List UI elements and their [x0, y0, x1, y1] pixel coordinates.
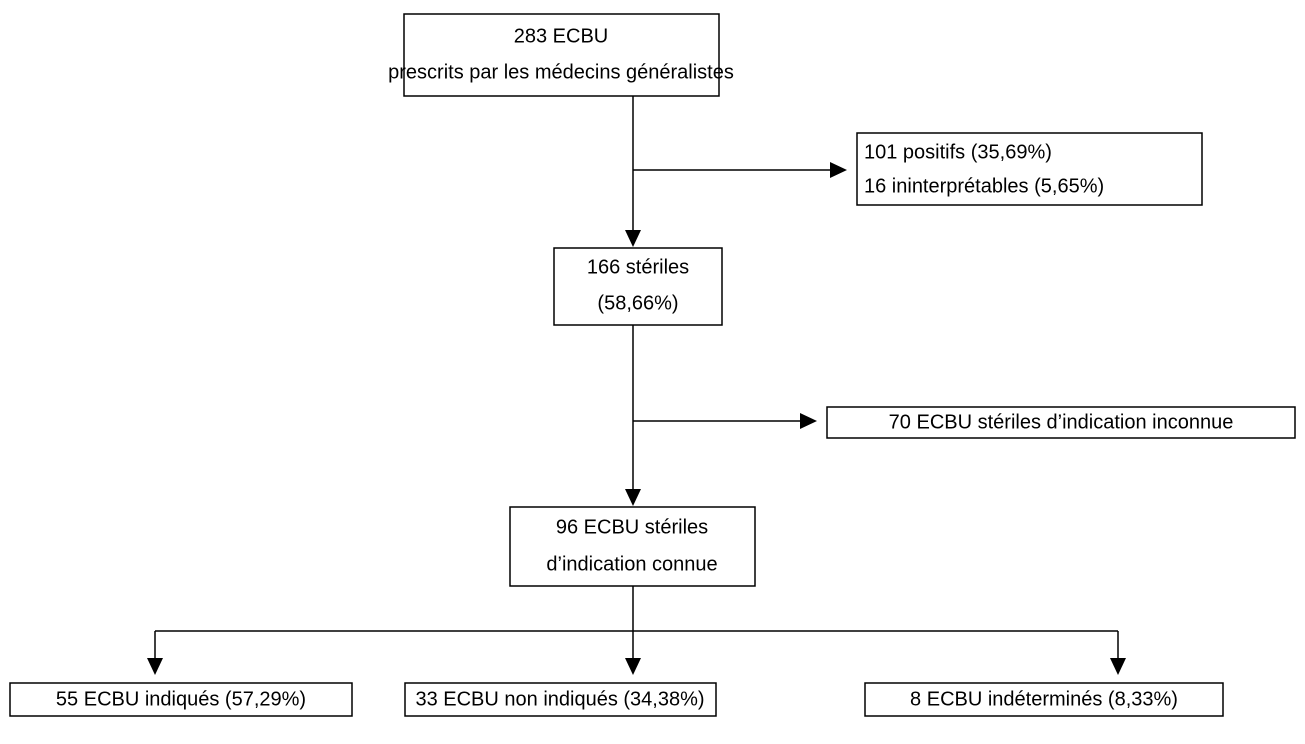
arrowhead	[625, 489, 641, 506]
node-box	[404, 682, 717, 717]
arrowhead	[147, 658, 163, 675]
node-box	[856, 132, 1203, 206]
arrowhead	[625, 658, 641, 675]
node-text: 283 ECBU	[514, 25, 609, 47]
node-text: 101 positifs (35,69%)	[864, 141, 1052, 163]
arrowhead	[800, 413, 817, 429]
node-text: 8 ECBU indéterminés (8,33%)	[910, 688, 1178, 710]
node-text: 55 ECBU indiqués (57,29%)	[56, 688, 306, 710]
node-box	[826, 406, 1296, 439]
node-text: 16 ininterprétables (5,65%)	[864, 175, 1104, 197]
node-text: 70 ECBU stériles d’indication inconnue	[889, 411, 1234, 433]
node-box	[553, 247, 723, 326]
node-box	[864, 682, 1224, 717]
node-text: 96 ECBU stériles	[556, 516, 708, 538]
node-box	[509, 506, 756, 587]
node-text: d’indication connue	[546, 553, 717, 575]
node-text: 33 ECBU non indiqués (34,38%)	[415, 688, 704, 710]
node-box	[403, 13, 720, 97]
arrowhead	[830, 162, 847, 178]
arrowhead	[1110, 658, 1126, 675]
arrowhead	[625, 230, 641, 247]
node-text: (58,66%)	[597, 292, 678, 314]
node-text: prescrits par les médecins généralistes	[388, 61, 734, 83]
node-box	[9, 682, 353, 717]
node-text: 166 stériles	[587, 256, 689, 278]
